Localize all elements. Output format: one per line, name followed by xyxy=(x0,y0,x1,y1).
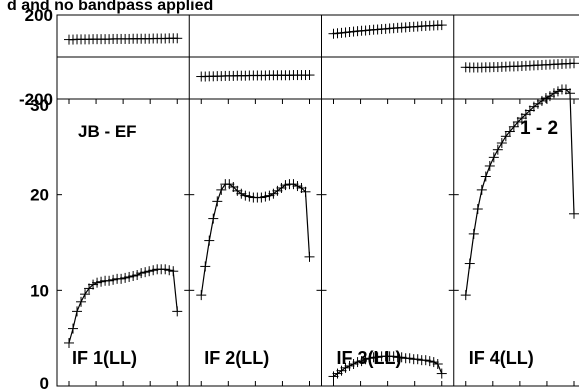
amplitude-y-tick-label: 20 xyxy=(30,186,49,205)
amplitude-plot-border xyxy=(56,98,579,387)
amplitude-y-tick-label: 10 xyxy=(30,281,49,300)
amplitude-series-line-1 xyxy=(68,268,178,344)
baseline-label: JB - EF xyxy=(78,122,137,141)
plot-header-text: d and no bandpass applied xyxy=(7,0,213,14)
phase-series-group xyxy=(64,20,579,82)
amplitude-y-tick-labels: 30 20 10 0 xyxy=(30,96,49,390)
amplitude-y-tick-label: 0 xyxy=(40,374,49,390)
phase-y-tick-labels: 200 -200 xyxy=(19,6,53,109)
if-panel-label: IF 4(LL) xyxy=(469,348,534,368)
correlation-label: 1 - 2 xyxy=(520,118,558,139)
amplitude-series-line-4 xyxy=(465,88,575,296)
if-panel-label: IF 1(LL) xyxy=(72,348,137,368)
phase-plot-frame xyxy=(56,14,579,386)
amplitude-plot-frame xyxy=(56,98,579,387)
if-panel-label: IF 2(LL) xyxy=(204,348,269,368)
phase-y-tick-label: 200 xyxy=(25,6,53,25)
phase-y-tick-label: -200 xyxy=(19,90,53,109)
if-panel-label: IF 3(LL) xyxy=(337,348,402,368)
amplitude-series-group xyxy=(64,84,579,382)
if-panel-labels: IF 1(LL) IF 2(LL) IF 3(LL) IF 4(LL) xyxy=(72,348,534,368)
amplitude-y-tick-label: 30 xyxy=(30,96,49,115)
